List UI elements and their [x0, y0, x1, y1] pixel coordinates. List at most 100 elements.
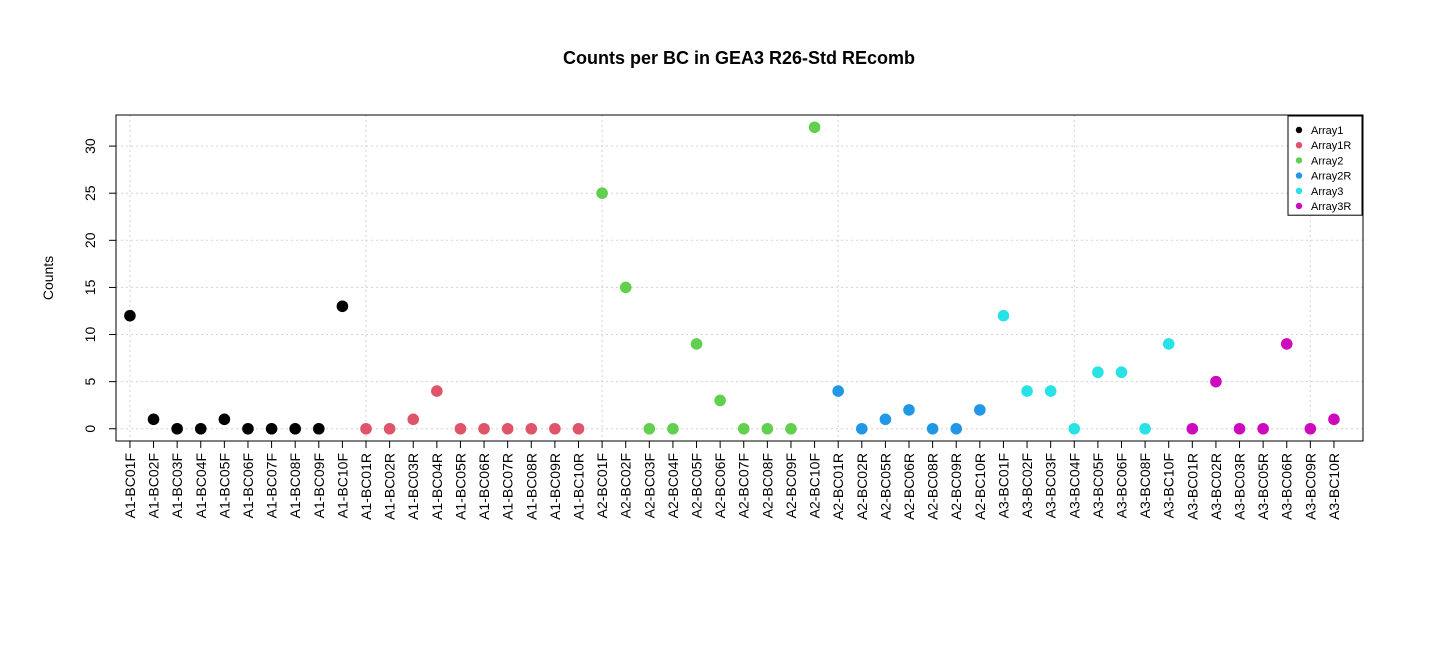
data-point	[785, 422, 797, 435]
data-point	[1257, 422, 1269, 435]
data-point	[761, 422, 774, 435]
x-tick-label: A1-BC02R	[382, 453, 398, 520]
legend-marker	[1295, 172, 1303, 179]
data-point	[124, 309, 136, 322]
x-tick-label: A2-BC09R	[948, 453, 964, 520]
legend-label: Array2	[1311, 155, 1343, 167]
x-tick-label: A1-BC02F	[146, 453, 162, 518]
legend-label: Array2R	[1311, 171, 1351, 183]
data-point	[265, 422, 278, 435]
y-tick-label: 10	[82, 327, 98, 343]
x-tick-label: A2-BC02F	[618, 453, 634, 518]
x-tick-label: A3-BC02F	[1019, 453, 1035, 518]
data-point	[572, 422, 585, 435]
data-point	[1304, 422, 1317, 435]
x-tick-label: A1-BC03F	[169, 453, 185, 518]
data-point	[926, 422, 939, 435]
y-tick-label: 5	[82, 378, 98, 386]
x-tick-label: A2-BC09F	[783, 453, 799, 518]
plot-frame	[115, 114, 1364, 442]
data-point	[832, 385, 844, 397]
x-tick-label: A1-BC10R	[570, 453, 586, 520]
data-point	[1068, 422, 1081, 435]
x-tick-label: A2-BC06R	[901, 453, 917, 520]
grid-lines	[116, 115, 1363, 441]
data-point	[1115, 366, 1128, 379]
data-point	[903, 404, 915, 416]
x-tick-label: A3-BC06R	[1279, 453, 1295, 520]
data-point	[289, 422, 301, 435]
data-point	[147, 413, 160, 426]
x-tick-label: A2-BC03F	[641, 453, 657, 518]
x-tick-label: A3-BC08F	[1137, 453, 1153, 518]
data-point	[242, 422, 254, 435]
legend-marker	[1295, 142, 1303, 149]
x-tick-label: A1-BC05F	[216, 453, 232, 518]
data-point	[1139, 422, 1151, 435]
x-tick-label: A3-BC09R	[1302, 453, 1318, 520]
x-axis: A1-BC01F A1-BC02F A1-BC03F A1-BC04F A1-BC05F…	[122, 440, 1342, 520]
data-point	[171, 422, 183, 435]
data-point	[383, 422, 396, 435]
chart-title: Counts per BC in GEA3 R26-Std REcomb	[563, 48, 915, 68]
data-point	[525, 422, 538, 435]
legend: Array1 Array1R Array2 Array2R Array3 Array3R	[1287, 115, 1363, 216]
x-tick-label: A1-BC08F	[287, 453, 303, 518]
x-tick-label: A2-BC10R	[972, 453, 988, 520]
x-tick-label: A2-BC05F	[689, 453, 705, 518]
legend-label: Array1	[1311, 125, 1343, 137]
data-point	[312, 422, 325, 435]
data-point	[643, 422, 656, 435]
x-tick-label: A2-BC01R	[830, 453, 846, 520]
x-tick-label: A3-BC01F	[995, 453, 1011, 518]
data-point	[974, 404, 986, 416]
x-tick-label: A3-BC04F	[1066, 453, 1082, 518]
x-tick-label: A2-BC05R	[877, 453, 893, 520]
x-tick-label: A1-BC08R	[523, 453, 539, 520]
data-point	[855, 422, 868, 435]
y-tick-label: 15	[82, 279, 98, 295]
data-point	[619, 281, 632, 294]
data-point	[501, 422, 514, 435]
data-point	[454, 422, 467, 435]
y-axis-label: Counts	[40, 256, 56, 300]
data-point	[336, 300, 349, 313]
legend-marker	[1295, 126, 1303, 134]
data-point	[808, 121, 821, 134]
data-point	[997, 309, 1010, 322]
data-point	[690, 338, 703, 350]
y-axis: 0 5 10 15 20 25 30	[82, 138, 117, 433]
x-tick-label: A2-BC10F	[807, 453, 823, 518]
x-tick-label: A1-BC03R	[405, 453, 421, 520]
x-tick-label: A2-BC08R	[925, 453, 941, 520]
data-points	[124, 121, 1340, 435]
x-tick-label: A3-BC03F	[1043, 453, 1059, 518]
data-point	[714, 394, 726, 407]
legend-label: Array3R	[1311, 201, 1351, 213]
x-tick-label: A3-BC05F	[1090, 453, 1106, 518]
data-point	[549, 422, 561, 435]
x-tick-label: A3-BC02R	[1208, 453, 1224, 520]
legend-marker	[1295, 202, 1303, 210]
data-point	[1044, 385, 1057, 397]
data-point	[218, 413, 231, 426]
y-tick-label: 0	[82, 425, 98, 433]
x-tick-label: A3-BC05R	[1255, 453, 1271, 520]
legend-label: Array1R	[1311, 140, 1351, 152]
data-point	[596, 187, 608, 200]
legend-marker	[1295, 157, 1303, 164]
x-tick-label: A1-BC09F	[311, 453, 327, 518]
x-tick-label: A2-BC01F	[594, 453, 610, 518]
data-point	[950, 422, 963, 435]
x-tick-label: A1-BC04R	[429, 453, 445, 520]
x-tick-label: A1-BC06F	[240, 453, 256, 518]
x-tick-label: A3-BC10F	[1161, 453, 1177, 518]
data-point	[1328, 413, 1340, 426]
legend-label: Array3	[1311, 186, 1343, 198]
data-point	[879, 413, 892, 426]
data-point	[1280, 338, 1293, 350]
data-point	[360, 422, 372, 435]
data-point	[194, 422, 207, 435]
y-tick-label: 25	[82, 185, 98, 201]
